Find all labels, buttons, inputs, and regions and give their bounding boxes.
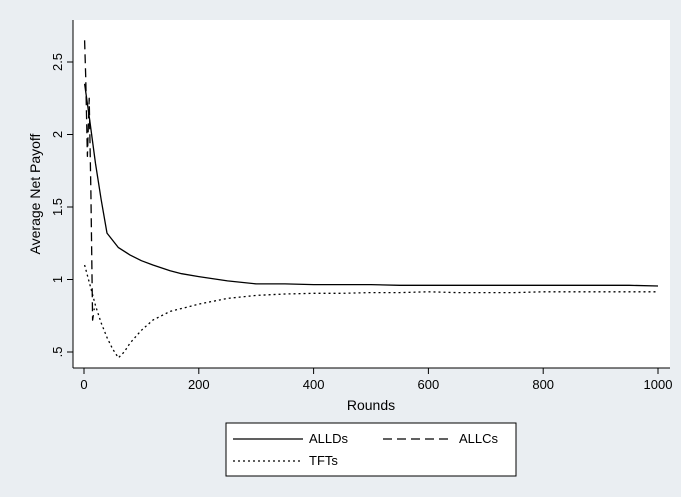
x-tick-label: 200 [188,377,210,392]
y-tick-label: 2.5 [50,53,65,71]
x-tick-label: 1000 [644,377,673,392]
legend: ALLDs ALLCs TFTs [225,422,517,477]
series-line-tfts [83,264,658,359]
series-layer [83,40,659,359]
axis-ticks: 0 200 400 600 800 1000 .5 1 1.5 2 2.5 [50,53,672,392]
x-tick-label: 400 [303,377,325,392]
x-tick-label: 0 [80,377,87,392]
y-tick-label: 1 [50,276,65,283]
legend-label-tfts: TFTs [309,453,338,468]
y-axis-title: Average Net Payoff [27,133,43,254]
x-axis-title: Rounds [347,397,395,413]
plot-area [73,20,670,368]
series-line-allds [83,83,659,287]
legend-box [225,422,517,477]
legend-label-allds: ALLDs [309,431,349,446]
x-tick-label: 600 [418,377,440,392]
legend-label-allcs: ALLCs [459,431,499,446]
x-tick-label: 800 [532,377,554,392]
y-tick-label: .5 [50,347,65,358]
series-line-allcs [83,40,95,321]
y-tick-label: 1.5 [50,198,65,216]
y-tick-label: 2 [50,131,65,138]
